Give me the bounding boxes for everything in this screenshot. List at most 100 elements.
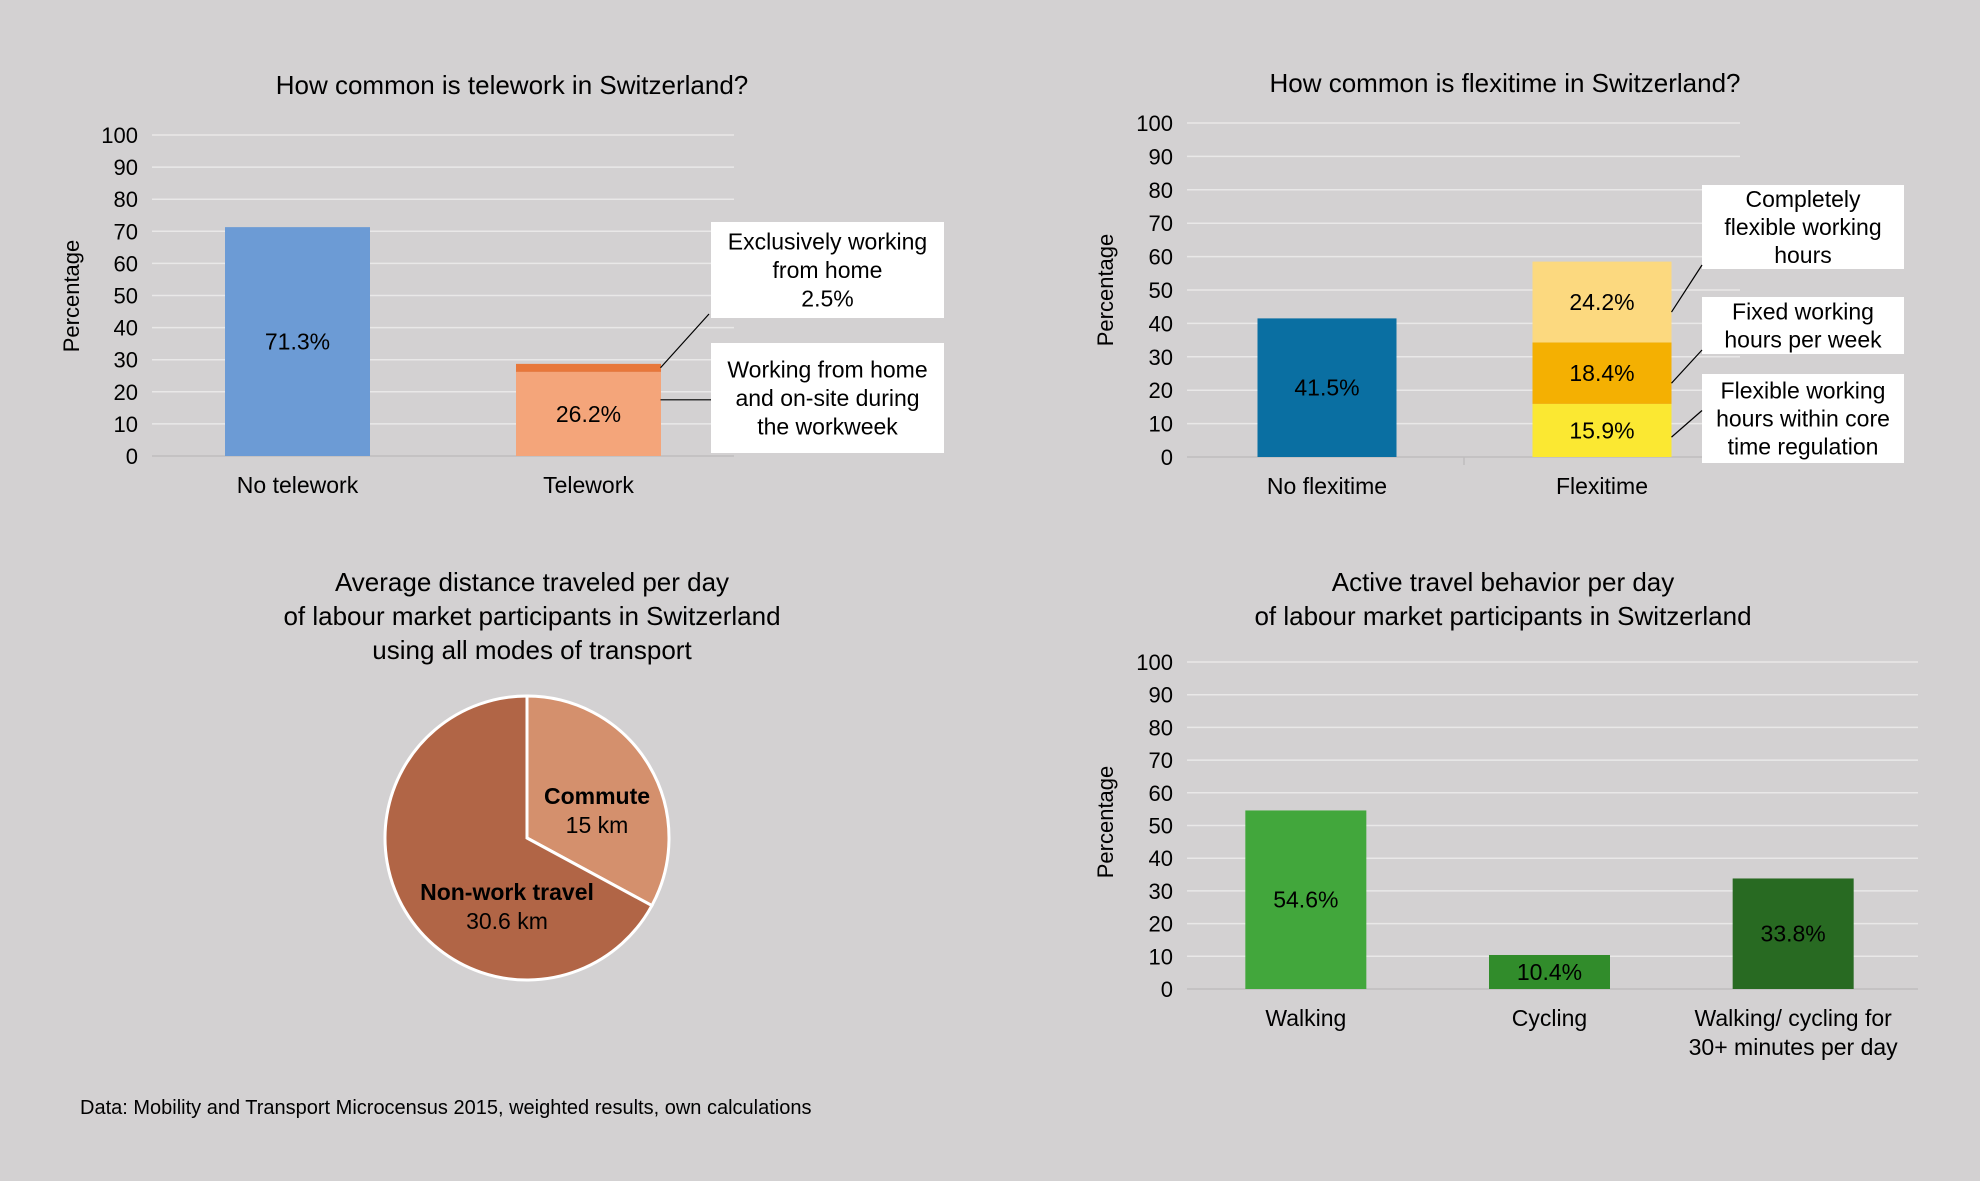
active-travel-y-tick-label: 40 [1149, 846, 1173, 871]
flexitime-annotation-text: Flexible working [1721, 378, 1886, 404]
telework-y-tick-label: 10 [114, 412, 138, 437]
telework-annotation-text: the workweek [757, 414, 898, 440]
flexitime-y-axis-label: Percentage [1093, 234, 1118, 347]
telework-annotation-text: 2.5% [801, 286, 853, 312]
active-travel-bar-value-label: 10.4% [1517, 959, 1582, 985]
telework-y-tick-label: 20 [114, 380, 138, 405]
active-travel-bar [1489, 954, 1610, 989]
telework-y-tick-label: 90 [114, 155, 138, 180]
flexitime-category-label: No flexitime [1267, 473, 1387, 499]
telework-annotation-text: from home [773, 257, 883, 283]
flexitime-annotation-text: hours per week [1724, 327, 1882, 353]
distance-pie-title-line: of labour market participants in Switzer… [283, 601, 780, 631]
telework-y-tick-label: 0 [126, 444, 138, 469]
flexitime-y-tick-label: 40 [1149, 311, 1173, 336]
telework-leader-line [660, 313, 710, 369]
flexitime-leader-line [1671, 349, 1703, 384]
telework-y-tick-label: 50 [114, 284, 138, 309]
flexitime-y-tick-label: 100 [1136, 111, 1173, 136]
active-travel-y-tick-label: 100 [1136, 650, 1173, 675]
flexitime-bar-4 [1532, 261, 1672, 343]
flexitime-y-tick-label: 70 [1149, 211, 1173, 236]
flexitime-annotation-text: time regulation [1728, 434, 1879, 460]
telework-annotation-box [711, 222, 944, 318]
active-travel-category-label: Walking [1265, 1005, 1346, 1031]
telework-y-axis-label: Percentage [59, 240, 84, 353]
active-travel-category-label: Cycling [1512, 1005, 1587, 1031]
telework-y-tick-label: 70 [114, 219, 138, 244]
pie-slice-non-work-travel [383, 694, 654, 982]
flexitime-annotation-text: flexible working [1724, 214, 1881, 240]
flexitime-chart: How common is flexitime in Switzerland? … [1093, 68, 1904, 499]
distance-pie-chart: Average distance traveled per day of labo… [283, 567, 781, 982]
flexitime-leader-line [1670, 264, 1703, 313]
flexitime-y-tick-label: 90 [1149, 144, 1173, 169]
telework-chart: How common is telework in Switzerland? P… [59, 70, 944, 498]
active-travel-y-tick-label: 50 [1149, 814, 1173, 839]
active-travel-bar-value-label: 33.8% [1761, 921, 1826, 947]
telework-chart-title: How common is telework in Switzerland? [276, 70, 749, 100]
flexitime-y-tick-label: 80 [1149, 178, 1173, 203]
distance-pie-title-line: Average distance traveled per day [335, 567, 729, 597]
active-travel-bar [1245, 810, 1367, 989]
active-travel-chart: Active travel behavior per day of labour … [1093, 567, 1918, 1060]
flexitime-y-tick-label: 50 [1149, 278, 1173, 303]
flexitime-y-tick-label: 0 [1161, 445, 1173, 470]
telework-bar-3 [516, 363, 661, 372]
flexitime-y-tick-label: 60 [1149, 245, 1173, 270]
active-travel-y-tick-label: 80 [1149, 715, 1173, 740]
flexitime-annotation-box [1702, 185, 1904, 269]
active-travel-y-tick-label: 10 [1149, 944, 1173, 969]
flexitime-chart-title: How common is flexitime in Switzerland? [1269, 68, 1740, 98]
flexitime-annotation-text: Fixed working [1732, 299, 1874, 325]
flexitime-y-tick-label: 20 [1149, 378, 1173, 403]
active-travel-y-tick-label: 20 [1149, 912, 1173, 937]
flexitime-annotation-box [1702, 297, 1904, 354]
pie-slice-name-label: Commute [544, 783, 650, 809]
flexitime-annotation-text: hours [1774, 242, 1832, 268]
active-travel-title-line: Active travel behavior per day [1332, 567, 1675, 597]
active-travel-y-axis-label: Percentage [1093, 766, 1118, 879]
flexitime-y-tick-label: 30 [1149, 345, 1173, 370]
telework-category-label: No telework [237, 472, 359, 498]
distance-pie-title-line: using all modes of transport [372, 635, 692, 665]
flexitime-bar-1 [1257, 318, 1397, 457]
active-travel-y-tick-label: 70 [1149, 748, 1173, 773]
active-travel-y-tick-label: 30 [1149, 879, 1173, 904]
flexitime-category-label: Flexitime [1556, 473, 1648, 499]
pie-slice-value-label: 15 km [566, 812, 629, 838]
telework-bar-2 [516, 371, 661, 456]
active-travel-y-tick-label: 90 [1149, 683, 1173, 708]
active-travel-bar [1732, 878, 1854, 989]
flexitime-bar-value-label: 18.4% [1569, 360, 1634, 386]
telework-annotation-text: Working from home [727, 357, 927, 383]
telework-bar-value-label: 71.3% [265, 329, 330, 355]
flexitime-annotation-text: hours within core [1716, 406, 1890, 432]
telework-y-tick-label: 60 [114, 251, 138, 276]
telework-y-tick-label: 100 [101, 123, 138, 148]
active-travel-y-tick-label: 0 [1161, 977, 1173, 1002]
active-travel-y-tick-label: 60 [1149, 781, 1173, 806]
active-travel-category-label: 30+ minutes per day [1689, 1034, 1899, 1060]
telework-bar-value-label: 26.2% [556, 401, 621, 427]
pie-slice-commute [525, 694, 671, 908]
telework-y-tick-label: 30 [114, 348, 138, 373]
active-travel-bar-value-label: 54.6% [1273, 887, 1338, 913]
active-travel-category-label: Walking/ cycling for [1695, 1005, 1893, 1031]
flexitime-bar-value-label: 24.2% [1569, 289, 1634, 315]
telework-bar-1 [225, 227, 370, 456]
pie-slice-name-label: Non-work travel [420, 879, 594, 905]
flexitime-annotation-box [1702, 374, 1904, 463]
flexitime-bar-2 [1532, 403, 1672, 457]
flexitime-y-tick-label: 10 [1149, 412, 1173, 437]
flexitime-leader-line [1671, 410, 1703, 438]
flexitime-bar-3 [1532, 342, 1672, 404]
telework-annotation-text: and on-site during [735, 385, 919, 411]
telework-annotation-box [711, 343, 944, 453]
flexitime-annotation-text: Completely [1745, 186, 1861, 212]
telework-y-tick-label: 40 [114, 316, 138, 341]
